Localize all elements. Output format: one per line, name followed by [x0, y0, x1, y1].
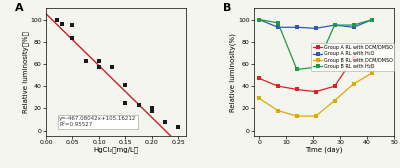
Group B RL with DCM/DMSO [370, 72, 375, 74]
Point [122, 101, 129, 104]
Group B RL with H₂O [351, 24, 356, 26]
Point [162, 120, 168, 123]
Point [122, 84, 129, 86]
Legend: Group A RL with DCM/DMSO, Group A RL with H₂O, Group B RL with DCM/DMSO, Group B: Group A RL with DCM/DMSO, Group A RL wit… [312, 43, 394, 71]
Point [96, 66, 102, 69]
Group A RL with DCM/DMSO [332, 85, 337, 87]
Group B RL with DCM/DMSO [313, 115, 318, 117]
Group A RL with H₂O [257, 18, 262, 20]
Group B RL with DCM/DMSO [276, 110, 280, 112]
Group A RL with DCM/DMSO [257, 77, 262, 79]
Group B RL with H₂O [276, 22, 280, 24]
Y-axis label: Relative luminosity（%）: Relative luminosity（%） [22, 31, 29, 113]
Point [53, 18, 60, 21]
X-axis label: HgCl₂（mg/L）: HgCl₂（mg/L） [94, 147, 139, 153]
Group A RL with H₂O [294, 26, 299, 28]
Group B RL with DCM/DMSO [332, 100, 337, 102]
Group A RL with DCM/DMSO [276, 85, 280, 87]
Group A RL with H₂O [332, 24, 337, 26]
Point [59, 23, 65, 25]
Group B RL with DCM/DMSO [351, 83, 356, 85]
Text: B: B [223, 3, 231, 13]
Group A RL with DCM/DMSO [313, 91, 318, 93]
Y-axis label: Relative luminosity(%): Relative luminosity(%) [230, 33, 236, 112]
Group B RL with H₂O [313, 66, 318, 68]
Group B RL with H₂O [332, 24, 337, 26]
Line: Group A RL with H₂O: Group A RL with H₂O [257, 17, 375, 31]
Point [96, 59, 102, 62]
Point [149, 109, 155, 112]
Point [82, 59, 89, 62]
Group B RL with H₂O [294, 68, 299, 70]
X-axis label: Time (day): Time (day) [305, 147, 342, 153]
Point [69, 24, 76, 26]
Group A RL with H₂O [313, 27, 318, 29]
Line: Group A RL with DCM/DMSO: Group A RL with DCM/DMSO [257, 56, 375, 94]
Group A RL with DCM/DMSO [294, 88, 299, 90]
Group A RL with H₂O [276, 26, 280, 28]
Group B RL with DCM/DMSO [294, 115, 299, 117]
Group B RL with H₂O [370, 18, 375, 20]
Line: Group B RL with DCM/DMSO: Group B RL with DCM/DMSO [257, 71, 375, 118]
Line: Group B RL with H₂O: Group B RL with H₂O [257, 17, 375, 72]
Point [149, 107, 155, 110]
Point [109, 66, 115, 69]
Group A RL with H₂O [370, 18, 375, 20]
Point [136, 104, 142, 106]
Text: A: A [15, 3, 24, 13]
Group A RL with DCM/DMSO [370, 65, 375, 67]
Group B RL with H₂O [257, 18, 262, 20]
Point [175, 126, 182, 129]
Group A RL with DCM/DMSO [351, 57, 356, 59]
Group A RL with H₂O [351, 26, 356, 28]
Point [69, 37, 76, 40]
Group B RL with DCM/DMSO [257, 97, 262, 99]
Text: y=-467.08042x+105.16212
R²=0.95527: y=-467.08042x+105.16212 R²=0.95527 [59, 116, 137, 127]
